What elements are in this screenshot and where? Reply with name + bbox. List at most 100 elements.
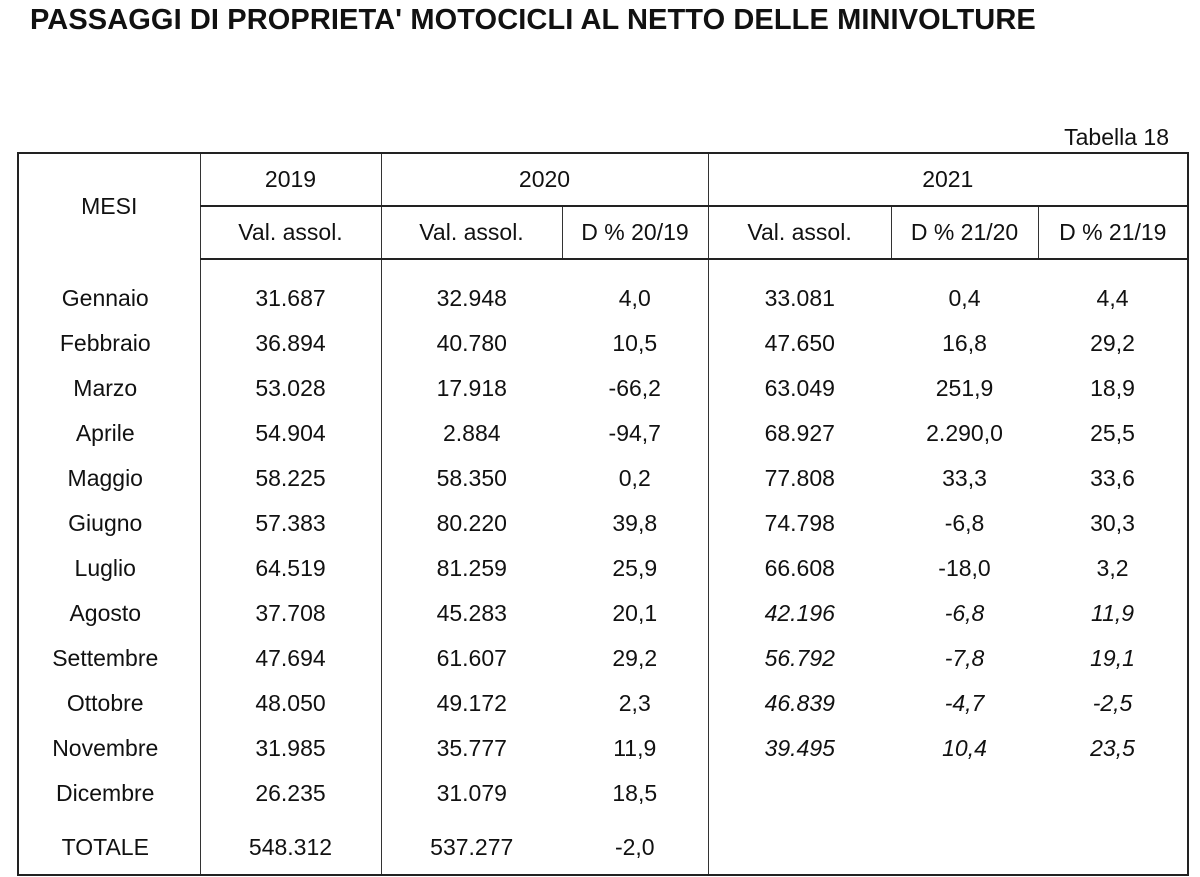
month-cell: Novembre (17, 726, 200, 771)
value-2019-cell: 31.687 (199, 259, 381, 321)
value-2020-cell: 61.607 (380, 636, 562, 681)
value-2020-cell: 17.918 (380, 366, 562, 411)
month-cell: Febbraio (17, 321, 200, 366)
value-2020-cell: 45.283 (380, 591, 562, 636)
total-row: TOTALE 548.312 537.277 -2,0 (17, 816, 1190, 876)
value-2019-cell: 58.225 (199, 456, 381, 501)
month-cell: Gennaio (17, 259, 200, 321)
change-2020-vs-2019-cell: 18,5 (612, 780, 658, 806)
header-row-years: MESI 2019 2020 2021 (17, 152, 1190, 259)
subheader-2021-change-vs-2020: D % 21/20 (890, 205, 1039, 260)
month-cell: Dicembre (17, 771, 200, 816)
change-2021-vs-2019-cell: 25,5 (1038, 411, 1190, 456)
value-2021-cell (707, 816, 892, 876)
change-2021-vs-2020-cell: -7,8 (944, 645, 985, 671)
value-2021-cell: 66.608 (707, 546, 892, 591)
change-2020-vs-2019-cell: 25,9 (612, 555, 658, 581)
header-row-subcolumns: Val. assol. Val. assol. D % 20/19 Val. a… (18, 205, 1190, 260)
value-2019-cell: 37.708 (199, 591, 381, 636)
month-cell: Aprile (17, 411, 200, 456)
subheader-2021-change-vs-2019: D % 21/19 (1037, 205, 1190, 260)
change-2021-vs-2020-cell: -4,7 (944, 690, 985, 716)
change-2021-vs-2020-cell: 0,4 (948, 285, 981, 311)
value-2019-cell: 64.519 (199, 546, 381, 591)
change-2021-vs-2020-cell: 33,3 (942, 465, 987, 491)
value-2021-cell: 63.049 (707, 366, 892, 411)
change-2020-vs-2019-cell: 2,3 (618, 690, 651, 716)
table-row: Marzo 53.028 17.918 -66,2 63.049 251,9 18,9 (17, 366, 1190, 411)
value-2019-cell: 548.312 (199, 816, 381, 876)
month-cell: Agosto (17, 591, 200, 636)
change-2021-vs-2020-cell: 2.290,0 (926, 420, 1003, 446)
months-column-header: MESI (17, 152, 200, 259)
table-row: Novembre 31.985 35.777 11,9 39.495 10,4 23,5 (17, 726, 1190, 771)
month-cell: Giugno (17, 501, 200, 546)
change-2021-vs-2020-cell (891, 771, 1038, 816)
year-2020-header: 2020 (380, 152, 709, 206)
change-2020-vs-2019-cell: 10,5 (612, 330, 658, 356)
month-cell: Luglio (17, 546, 200, 591)
table-row: Dicembre 26.235 31.079 18,5 (17, 771, 1190, 816)
change-2021-vs-2019-cell: 18,9 (1038, 366, 1190, 411)
value-2020-cell: 537.277 (380, 816, 562, 876)
change-2021-vs-2019-cell: 3,2 (1038, 546, 1190, 591)
change-2021-vs-2019-cell: 19,1 (1038, 636, 1190, 681)
value-2021-cell: 47.650 (707, 321, 892, 366)
month-cell: Marzo (17, 366, 200, 411)
value-2020-cell: 58.350 (380, 456, 562, 501)
data-table: MESI 2019 2020 2021 Val. assol. Val. ass… (17, 152, 1190, 876)
value-2019-cell: 47.694 (199, 636, 381, 681)
change-2021-vs-2020-cell: 251,9 (935, 375, 994, 401)
value-2019-cell: 57.383 (199, 501, 381, 546)
table-row: Maggio 58.225 58.350 0,2 77.808 33,3 33,6 (17, 456, 1190, 501)
change-2020-vs-2019-cell: 29,2 (612, 645, 658, 671)
value-2020-cell: 32.948 (380, 259, 562, 321)
change-2020-vs-2019-cell: 20,1 (612, 600, 658, 626)
month-cell: Settembre (17, 636, 200, 681)
value-2019-cell: 54.904 (199, 411, 381, 456)
change-2021-vs-2019-cell (1038, 771, 1190, 816)
change-2020-vs-2019-cell: -2,0 (562, 816, 709, 876)
change-2021-vs-2019-cell: 33,6 (1038, 456, 1190, 501)
change-2021-vs-2020-cell: -18,0 (938, 555, 991, 581)
subheader-2019-value: Val. assol. (199, 205, 381, 260)
table-row: Giugno 57.383 80.220 39,8 74.798 -6,8 30,3 (17, 501, 1190, 546)
table-row: Agosto 37.708 45.283 20,1 42.196 -6,8 11,9 (17, 591, 1190, 636)
change-2020-vs-2019-cell: 0,2 (618, 465, 651, 491)
change-2020-vs-2019-cell: 39,8 (612, 510, 658, 536)
value-2021-cell: 77.808 (707, 456, 892, 501)
change-2021-vs-2019-cell: 29,2 (1038, 321, 1190, 366)
change-2020-vs-2019-cell: -66,2 (608, 375, 661, 401)
month-cell: Ottobre (17, 681, 200, 726)
value-2021-cell: 42.196 (707, 591, 892, 636)
table-body: Gennaio 31.687 32.948 4,0 33.081 0,4 4,4 Febbra… (17, 259, 1190, 876)
page-title: PASSAGGI DI PROPRIETA' MOTOCICLI AL NETT… (30, 4, 1036, 36)
change-2021-vs-2019-cell: 4,4 (1038, 259, 1190, 321)
change-2021-vs-2020-cell: -6,8 (944, 510, 985, 536)
subheader-2021-value: Val. assol. (707, 205, 892, 260)
change-2020-vs-2019-cell: 4,0 (618, 285, 651, 311)
value-2019-cell: 31.985 (199, 726, 381, 771)
value-2020-cell: 35.777 (380, 726, 562, 771)
value-2020-cell: 80.220 (380, 501, 562, 546)
change-2020-vs-2019-cell: 11,9 (613, 735, 657, 761)
subheader-2020-value: Val. assol. (380, 205, 562, 260)
value-2021-cell: 56.792 (707, 636, 892, 681)
change-2021-vs-2019-cell (1038, 816, 1190, 876)
value-2020-cell: 2.884 (380, 411, 562, 456)
table-number-label: Tabella 18 (1064, 124, 1169, 150)
change-2021-vs-2019-cell: 11,9 (1038, 591, 1190, 636)
month-cell: TOTALE (17, 816, 200, 876)
table-row: Gennaio 31.687 32.948 4,0 33.081 0,4 4,4 (17, 259, 1190, 321)
table-row: Settembre 47.694 61.607 29,2 56.792 -7,8 19,1 (17, 636, 1190, 681)
value-2019-cell: 26.235 (199, 771, 381, 816)
value-2021-cell: 39.495 (707, 726, 892, 771)
month-cell: Maggio (17, 456, 200, 501)
change-2021-vs-2019-cell: 30,3 (1038, 501, 1190, 546)
value-2020-cell: 49.172 (380, 681, 562, 726)
value-2021-cell: 68.927 (707, 411, 892, 456)
change-2021-vs-2020-cell: -6,8 (944, 600, 985, 626)
value-2020-cell: 40.780 (380, 321, 562, 366)
value-2020-cell: 81.259 (380, 546, 562, 591)
value-2019-cell: 53.028 (199, 366, 381, 411)
